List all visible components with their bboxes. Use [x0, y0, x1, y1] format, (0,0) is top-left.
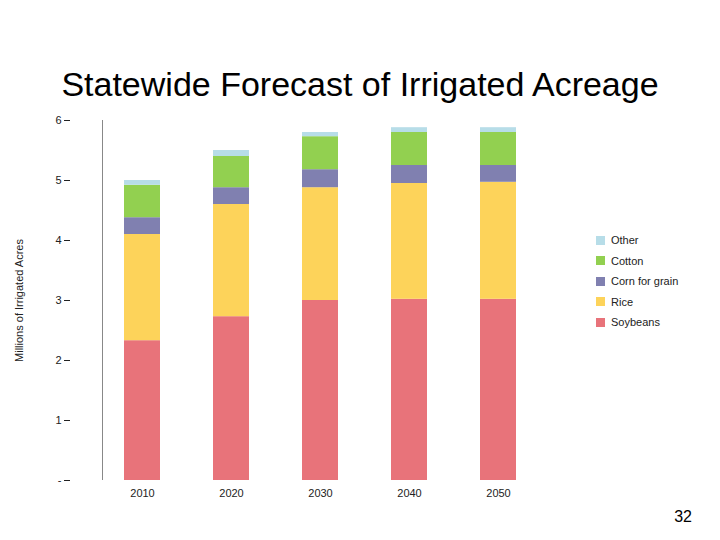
html-text:Cotton: Cotton	[611, 254, 644, 267]
svg-text:2: 2	[55, 354, 61, 366]
svg-text:Millions of Irrigated Acres: Millions of Irrigated Acres	[13, 239, 25, 362]
html-text:Soybeans: Soybeans	[611, 316, 660, 329]
html-text:Corn for grain: Corn for grain	[611, 275, 679, 288]
svg-text:6: 6	[55, 114, 61, 126]
svg-text:5: 5	[55, 174, 61, 186]
html-text:Statewide Forecast of Irrigate: Statewide Forecast of Irrigated Acreage	[61, 65, 659, 103]
svg-text:2020: 2020	[219, 487, 243, 499]
svg-text:2040: 2040	[397, 487, 421, 499]
svg-text:2010: 2010	[130, 487, 154, 499]
svg-text:2030: 2030	[308, 487, 332, 499]
svg-text:3: 3	[55, 294, 61, 306]
html-text:Rice: Rice	[611, 295, 633, 308]
svg-text:4: 4	[55, 234, 61, 246]
html-text:Other: Other	[611, 234, 639, 247]
svg-text:2050: 2050	[486, 487, 510, 499]
html-text:32: 32	[674, 508, 692, 525]
svg-text:-: -	[58, 474, 62, 486]
svg-text:1: 1	[55, 414, 61, 426]
